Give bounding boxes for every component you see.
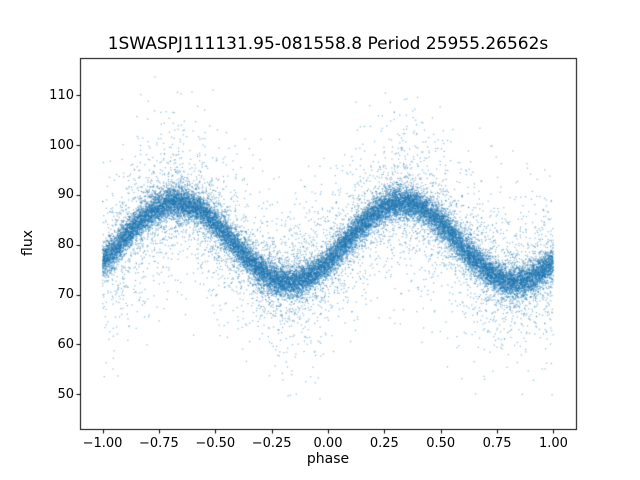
x-tick-label: 0.50 — [426, 436, 456, 451]
chart-title: 1SWASPJ111131.95-081558.8 Period 25955.2… — [107, 34, 549, 54]
x-tick-label: −0.25 — [251, 436, 292, 451]
x-tick-label: 0.00 — [313, 436, 343, 451]
y-tick-label: 70 — [57, 287, 74, 303]
x-tick-label: 1.00 — [538, 436, 568, 451]
y-tick-label: 60 — [57, 336, 74, 352]
y-tick-label: 80 — [57, 237, 74, 253]
x-tick-label: 0.25 — [369, 436, 399, 451]
x-tick-label: −0.50 — [195, 436, 236, 451]
x-tick-label: −0.75 — [138, 436, 179, 451]
y-tick-label: 100 — [49, 137, 74, 153]
y-tick-label: 90 — [57, 187, 74, 203]
x-tick-label: 0.75 — [482, 436, 512, 451]
x-axis-label: phase — [306, 451, 350, 467]
x-tick-label: −1.00 — [82, 436, 123, 451]
y-tick-label: 110 — [49, 87, 74, 103]
y-tick-label: 50 — [57, 386, 74, 402]
